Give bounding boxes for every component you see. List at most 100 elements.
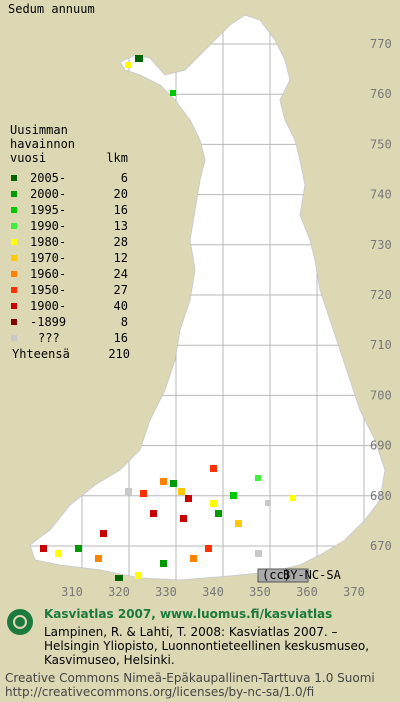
square xyxy=(215,510,222,517)
easting-label: 350 xyxy=(249,585,271,599)
square xyxy=(55,550,62,557)
legend-swatch xyxy=(11,255,17,261)
square xyxy=(140,490,147,497)
square xyxy=(210,500,217,507)
legend-label: 1950- xyxy=(30,283,66,297)
square xyxy=(125,488,132,495)
legend-label: ??? xyxy=(38,331,60,345)
legend-label: 2000- xyxy=(30,187,66,201)
square xyxy=(178,488,185,495)
legend-swatch xyxy=(11,175,17,181)
legend-count: 16 xyxy=(114,203,128,217)
legend-label: 1960- xyxy=(30,267,66,281)
legend-heading: havainnon xyxy=(10,137,75,151)
square xyxy=(100,530,107,537)
square xyxy=(115,575,123,581)
legend-count: 40 xyxy=(114,299,128,313)
northing-label: 770 xyxy=(370,37,392,51)
legend-swatch xyxy=(11,271,17,277)
square xyxy=(205,545,212,552)
square xyxy=(230,492,237,499)
legend-count: 24 xyxy=(114,267,128,281)
legend-label: 1900- xyxy=(30,299,66,313)
northing-label: 680 xyxy=(370,489,392,503)
legend-swatch xyxy=(11,335,17,341)
square xyxy=(180,515,187,522)
footer: Kasviatlas 2007, www.luomus.fi/kasviatla… xyxy=(5,607,375,699)
finland-outline xyxy=(29,14,386,581)
square xyxy=(255,550,262,557)
legend-swatch xyxy=(11,223,17,229)
logo-spiral xyxy=(13,615,27,629)
square xyxy=(235,520,242,527)
legend-label: 1980- xyxy=(30,235,66,249)
easting-label: 360 xyxy=(296,585,318,599)
badge-text: BY-NC-SA xyxy=(283,568,342,582)
legend-swatch xyxy=(11,319,17,325)
legend-count: 6 xyxy=(121,171,128,185)
footer-title: Kasviatlas 2007, www.luomus.fi/kasviatla… xyxy=(44,607,332,621)
square xyxy=(125,62,131,68)
easting-label: 330 xyxy=(155,585,177,599)
legend-label: -1899 xyxy=(30,315,66,329)
license-badge: (cc) BY-NC-SA xyxy=(257,568,342,583)
license-line: Creative Commons Nimeä-Epäkaupallinen-Ta… xyxy=(5,671,375,685)
easting-label: 310 xyxy=(61,585,83,599)
square xyxy=(40,545,47,552)
square xyxy=(290,495,296,501)
square xyxy=(265,500,271,506)
legend-swatch xyxy=(11,207,17,213)
legend-label: 1995- xyxy=(30,203,66,217)
northing-label: 730 xyxy=(370,238,392,252)
square xyxy=(75,545,82,552)
easting-label: 370 xyxy=(343,585,365,599)
legend-count: 20 xyxy=(114,187,128,201)
square xyxy=(210,465,217,472)
count-header: lkm xyxy=(106,151,128,165)
square xyxy=(170,480,177,487)
logo xyxy=(7,609,33,635)
northing-label: 700 xyxy=(370,388,392,402)
legend-heading: Uusimman xyxy=(10,123,68,137)
northing-label: 740 xyxy=(370,188,392,202)
badge-box xyxy=(257,568,309,583)
occurrence-squares xyxy=(40,55,296,581)
square xyxy=(160,478,167,485)
legend-count: 13 xyxy=(114,219,128,233)
legend-label: 2005- xyxy=(30,171,66,185)
easting-label: 320 xyxy=(108,585,130,599)
northing-label: 710 xyxy=(370,338,392,352)
square xyxy=(135,572,142,579)
legend-swatch xyxy=(11,239,17,245)
legend-count: 27 xyxy=(114,283,128,297)
total-count: 210 xyxy=(108,347,130,361)
northing-label: 720 xyxy=(370,288,392,302)
legend-label: 1990- xyxy=(30,219,66,233)
license-line: http://creativecommons.org/licenses/by-n… xyxy=(5,685,314,699)
square xyxy=(135,55,143,62)
total-label: Yhteensä xyxy=(12,347,70,361)
square xyxy=(190,555,197,562)
square xyxy=(150,510,157,517)
legend-count: 8 xyxy=(121,315,128,329)
square xyxy=(170,90,176,96)
easting-label: 340 xyxy=(202,585,224,599)
northing-label: 750 xyxy=(370,137,392,151)
citation-line: Lampinen, R. & Lahti, T. 2008: Kasviatla… xyxy=(44,625,338,639)
citation-line: Kasvimuseo, Helsinki. xyxy=(44,653,175,667)
square xyxy=(185,495,192,502)
square xyxy=(160,560,167,567)
northing-label: 690 xyxy=(370,439,392,453)
legend-label: 1970- xyxy=(30,251,66,265)
legend-count: 16 xyxy=(114,331,128,345)
citation-line: Helsingin Yliopisto, Luonnontieteellinen… xyxy=(44,639,369,653)
badge-cc: (cc) xyxy=(262,568,291,582)
legend-count: 28 xyxy=(114,235,128,249)
legend-swatch xyxy=(11,303,17,309)
northing-label: 760 xyxy=(370,87,392,101)
legend-heading: vuosi xyxy=(10,151,46,165)
species-title: Sedum annuum xyxy=(8,2,95,16)
